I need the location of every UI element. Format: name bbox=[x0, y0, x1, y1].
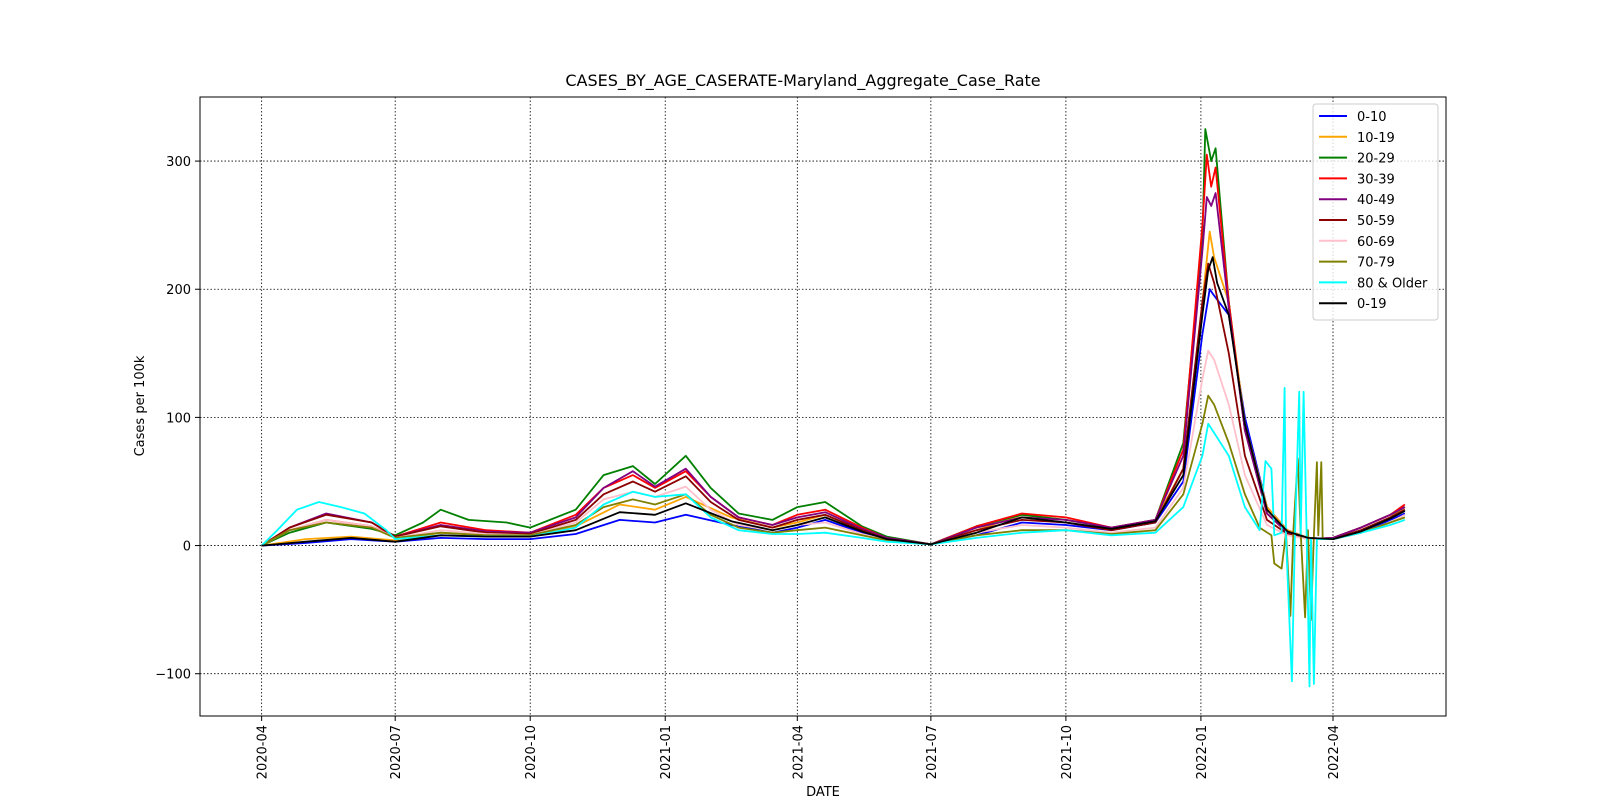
legend-label: 20-29 bbox=[1357, 152, 1395, 167]
y-tick-label: 300 bbox=[166, 155, 191, 170]
y-tick-label: −100 bbox=[155, 668, 191, 683]
legend-label: 10-19 bbox=[1357, 131, 1395, 146]
legend-label: 70-79 bbox=[1357, 256, 1395, 271]
y-tick-label: 0 bbox=[183, 540, 191, 555]
y-tick-label: 200 bbox=[166, 283, 191, 298]
legend-label: 40-49 bbox=[1357, 193, 1395, 208]
legend: 0-10 10-19 20-29 30-39 40-49 50-59 60-69 70-79 8… bbox=[1312, 103, 1439, 321]
x-axis-label: DATE bbox=[806, 785, 840, 800]
legend-label: 0-19 bbox=[1357, 297, 1387, 312]
x-tick-label: 2020-04 bbox=[256, 725, 271, 779]
series-line-9 bbox=[261, 256, 1406, 547]
y-tick-label: 100 bbox=[166, 411, 191, 426]
x-tick-label: 2020-07 bbox=[389, 725, 404, 779]
plot-frame bbox=[199, 96, 1447, 717]
chart-title: CASES_BY_AGE_CASERATE-Maryland_Aggregate… bbox=[565, 71, 1040, 91]
legend-label: 50-59 bbox=[1357, 214, 1395, 229]
legend-label: 0-10 bbox=[1357, 110, 1387, 125]
y-axis-ticks: −100 0 100 200 300 bbox=[155, 155, 200, 683]
x-tick-label: 2020-10 bbox=[524, 725, 539, 779]
x-tick-label: 2022-01 bbox=[1195, 725, 1210, 779]
series-lines bbox=[260, 128, 1406, 688]
x-tick-label: 2021-10 bbox=[1060, 725, 1075, 779]
x-axis-ticks: 2020-04 2020-07 2020-10 2021-01 2021-04 2021-… bbox=[256, 716, 1342, 779]
legend-label: 80 & Older bbox=[1357, 276, 1428, 291]
x-tick-label: 2021-01 bbox=[659, 725, 674, 779]
x-tick-label: 2021-04 bbox=[791, 725, 806, 779]
x-tick-label: 2021-07 bbox=[925, 725, 940, 779]
legend-label: 30-39 bbox=[1357, 172, 1395, 187]
grid bbox=[200, 97, 1446, 716]
x-tick-label: 2022-04 bbox=[1327, 725, 1342, 779]
y-axis-label: Cases per 100k bbox=[133, 355, 148, 456]
legend-label: 60-69 bbox=[1357, 235, 1395, 250]
